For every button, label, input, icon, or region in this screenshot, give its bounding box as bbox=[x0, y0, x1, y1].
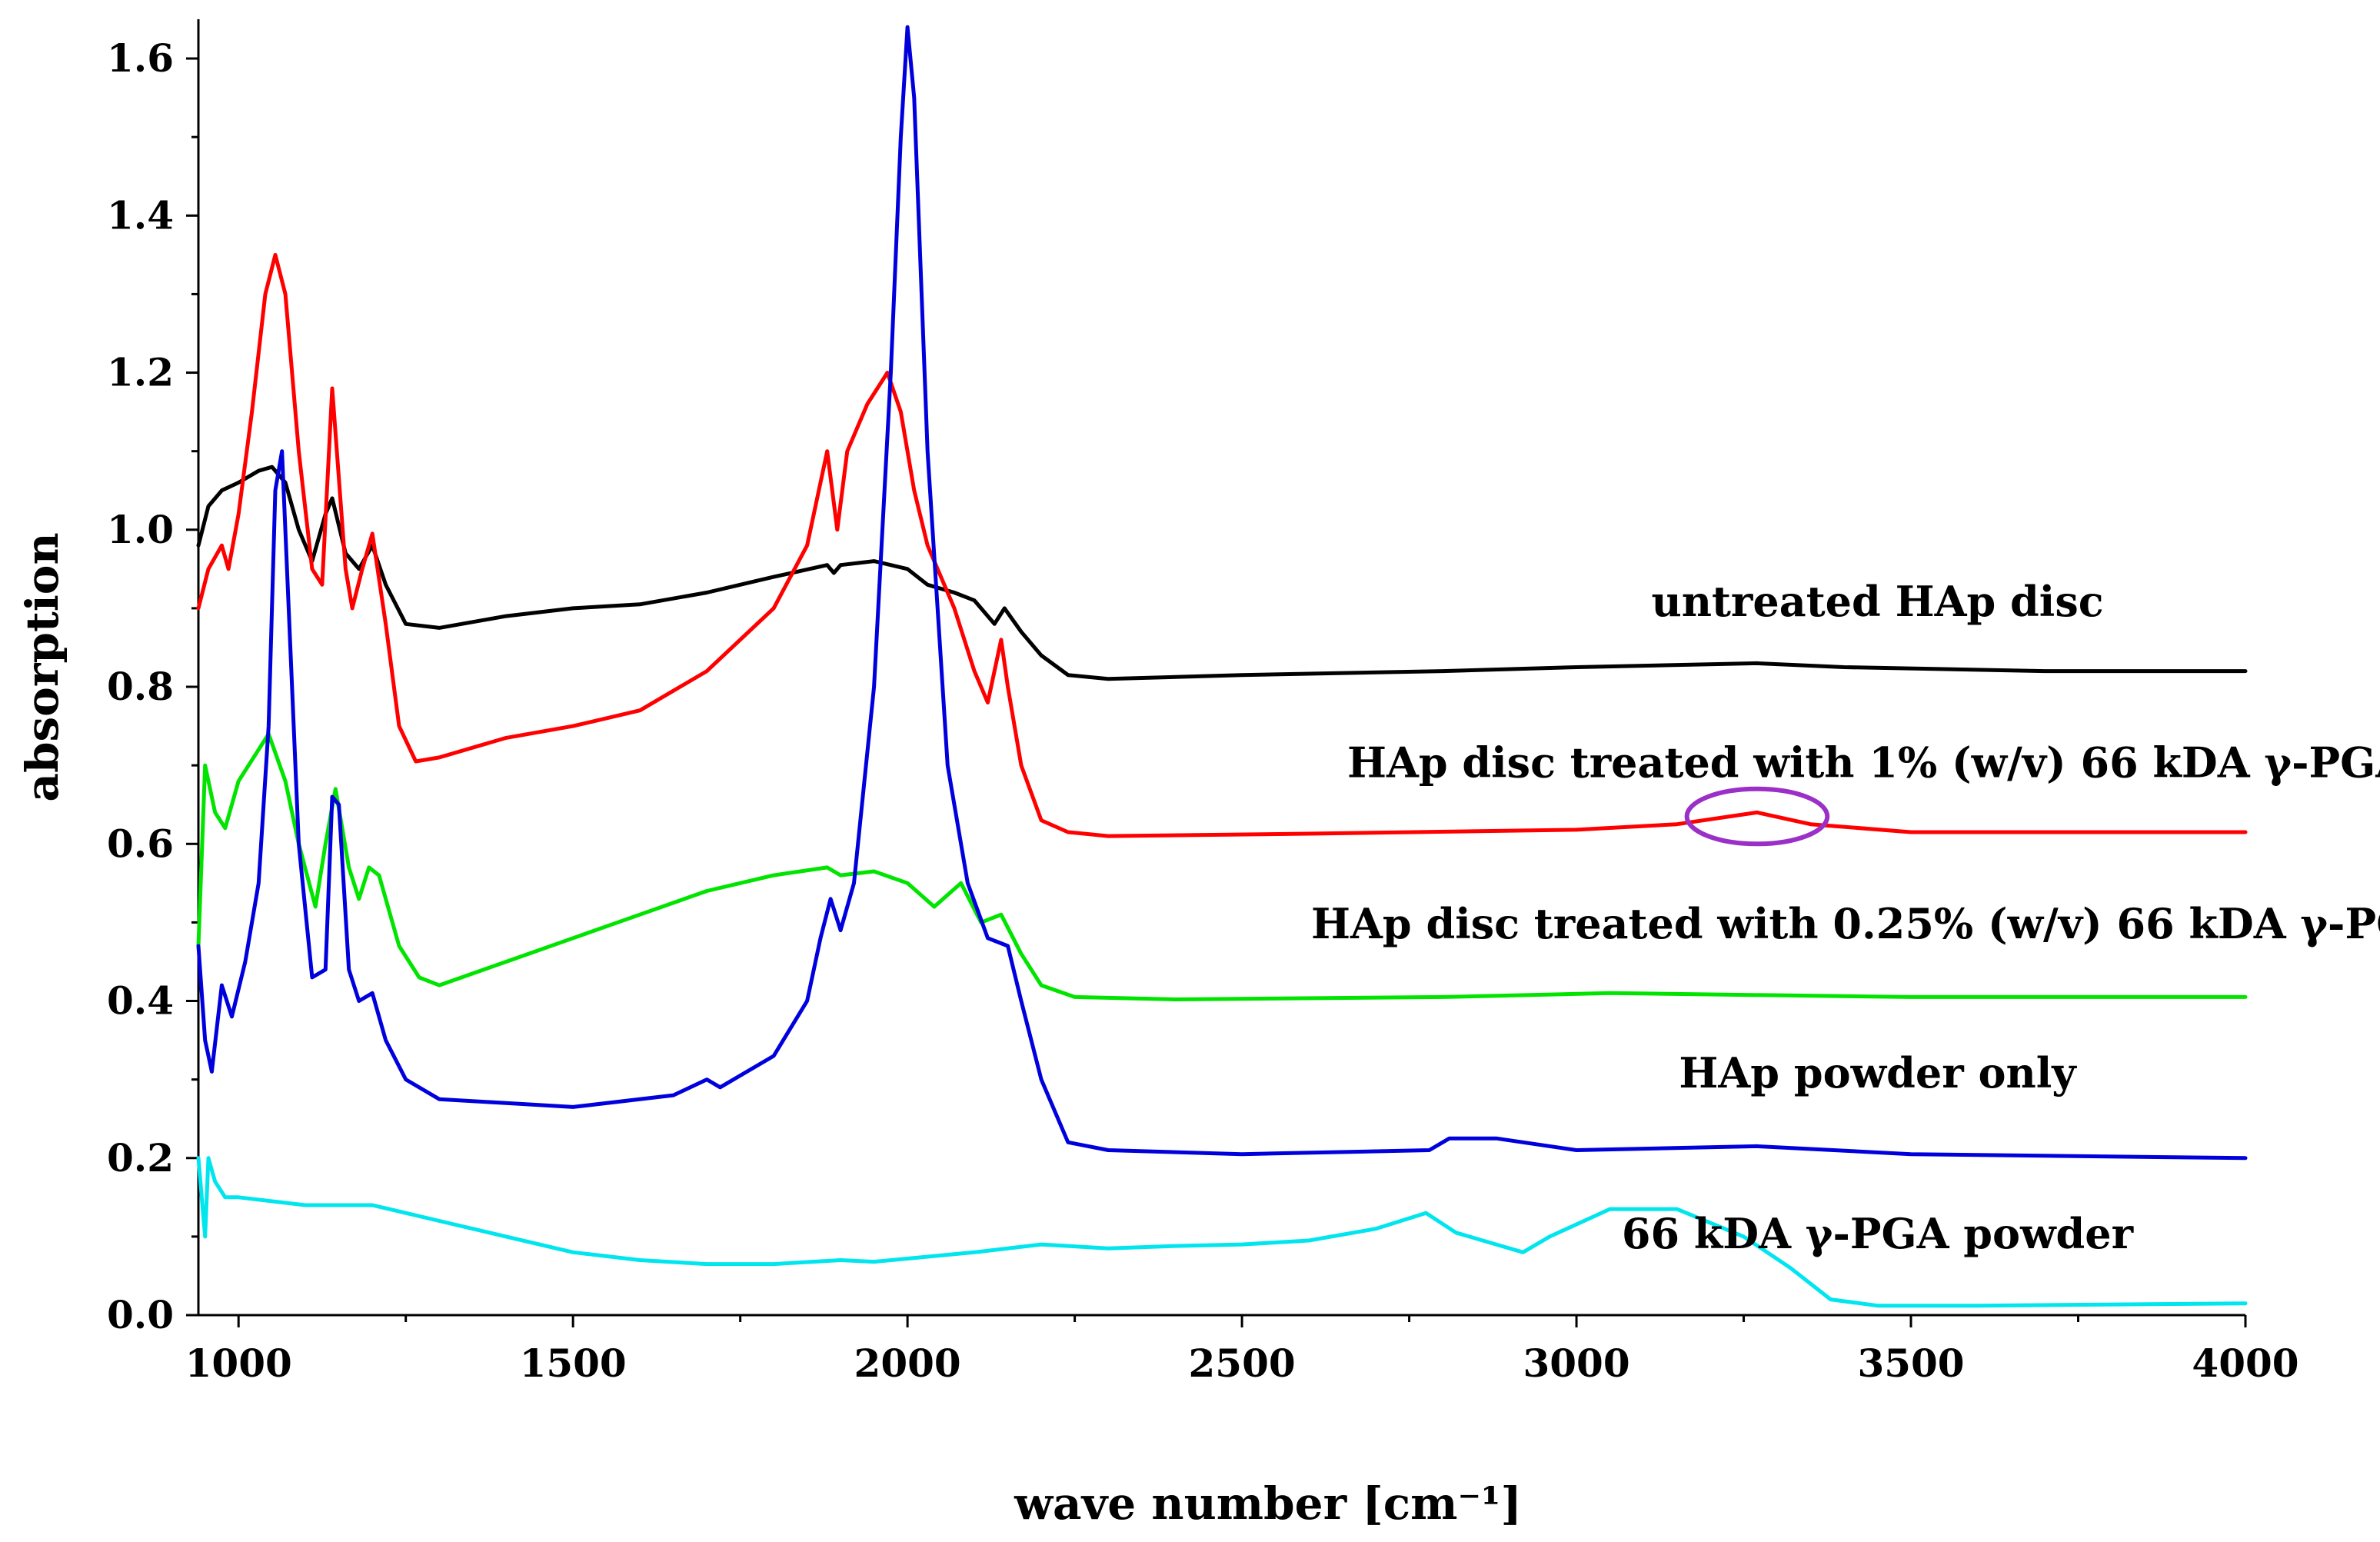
series-label-5: 66 kDA γ-PGA powder bbox=[1622, 1209, 2134, 1258]
highlight-ellipse bbox=[1684, 786, 1830, 847]
series-label-3: HAp disc treated with 0.25% (w/v) 66 kDA… bbox=[1311, 899, 2380, 948]
series-line-4 bbox=[196, 25, 2248, 1161]
x-tick-label: 4000 bbox=[2192, 1341, 2298, 1386]
x-tick-label: 1500 bbox=[520, 1341, 627, 1386]
series-line-1 bbox=[196, 465, 2248, 681]
series-line-2 bbox=[196, 252, 2248, 838]
y-tick-label: 1.0 bbox=[107, 507, 174, 552]
x-axis-title: wave number [cm⁻¹] bbox=[1014, 1477, 1522, 1530]
y-tick-label: 0.0 bbox=[107, 1292, 174, 1337]
y-tick-label: 0.6 bbox=[107, 821, 174, 866]
x-tick-label: 2000 bbox=[854, 1341, 961, 1386]
y-tick-label: 0.8 bbox=[107, 664, 174, 709]
annotations bbox=[1684, 786, 1830, 847]
y-tick-label: 0.4 bbox=[107, 978, 174, 1024]
series-line-3 bbox=[196, 731, 2248, 1001]
series-line-5 bbox=[196, 1156, 2248, 1308]
y-axis-title: absorption bbox=[16, 532, 68, 801]
labels: 1000 1500 2000 2500 3000 3500 4000 0.0 0.2 0.4 0.6… bbox=[16, 35, 2380, 1530]
y-tick-label: 0.2 bbox=[107, 1135, 174, 1181]
axes bbox=[186, 19, 2247, 1327]
x-tick-label: 2500 bbox=[1189, 1341, 1296, 1386]
y-tick-label: 1.6 bbox=[107, 35, 174, 81]
y-tick-label: 1.2 bbox=[107, 350, 174, 395]
x-tick-label: 1000 bbox=[185, 1341, 292, 1386]
series-label-4: HAp powder only bbox=[1679, 1048, 2077, 1097]
series-lines bbox=[196, 25, 2248, 1308]
series-label-1: untreated HAp disc bbox=[1651, 577, 2103, 626]
series-label-2: HAp disc treated with 1% (w/v) 66 kDA γ-… bbox=[1347, 738, 2380, 787]
x-tick-label: 3500 bbox=[1857, 1341, 1964, 1386]
x-tick-label: 3000 bbox=[1523, 1341, 1629, 1386]
y-tick-label: 1.4 bbox=[107, 192, 174, 238]
